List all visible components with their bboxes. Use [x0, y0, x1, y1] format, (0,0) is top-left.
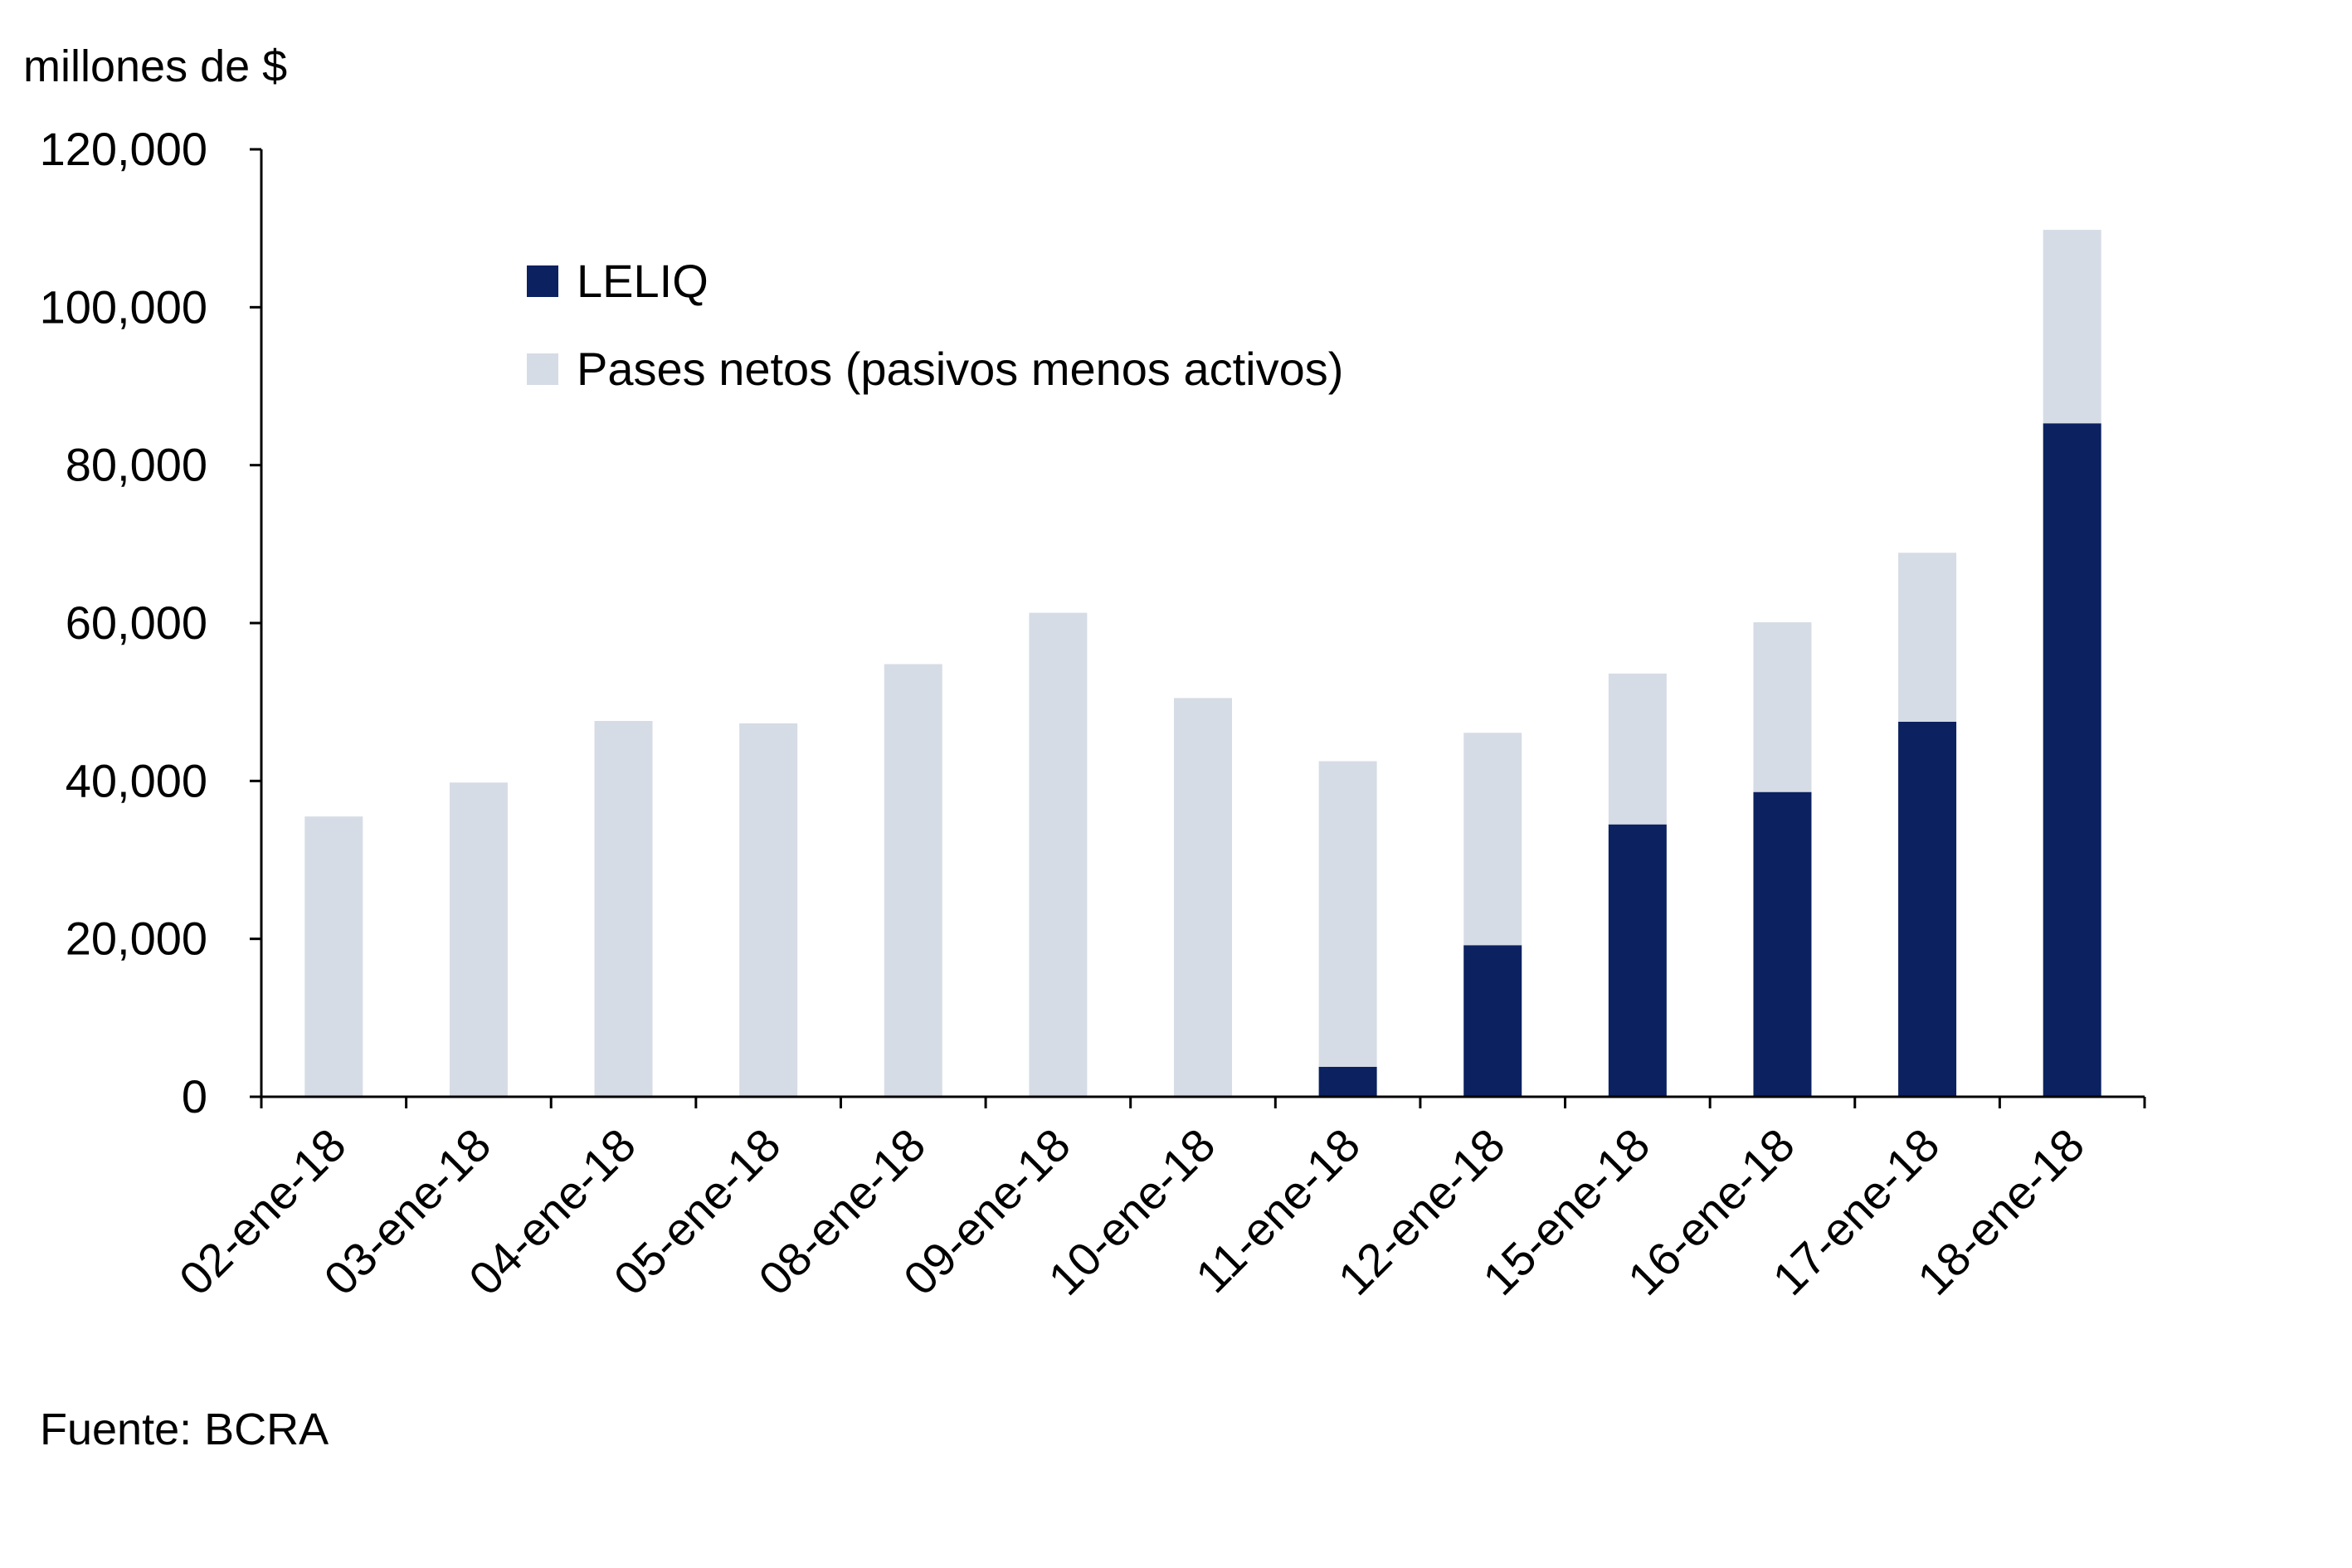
y-tick-label: 20,000	[66, 913, 207, 965]
bar-pases-netos	[1463, 733, 1522, 946]
bar-pases-netos	[1029, 612, 1088, 1097]
bar-pases-netos	[594, 721, 653, 1097]
bar-pases-netos	[1174, 698, 1232, 1097]
y-axis: 0 20,000 40,000 60,000 80,000 100,000 120,000	[40, 123, 261, 1122]
bar-leliq	[1608, 824, 1667, 1097]
legend-swatch-pases-netos	[527, 353, 558, 385]
bar-pases-netos	[739, 723, 798, 1097]
bar-pases-netos	[884, 664, 942, 1097]
bars	[304, 230, 2101, 1097]
y-axis-label: millones de $	[23, 41, 287, 91]
bar-pases-netos	[1318, 761, 1377, 1067]
bar-pases-netos	[304, 816, 363, 1097]
bar-leliq	[1753, 791, 1812, 1097]
bar-pases-netos	[1608, 673, 1667, 825]
bar-leliq	[1318, 1066, 1377, 1097]
bar-leliq	[1463, 945, 1522, 1097]
y-tick-label: 60,000	[66, 597, 207, 649]
legend-label-leliq: LELIQ	[577, 255, 709, 307]
bar-pases-netos	[1753, 622, 1812, 792]
legend-label-pases-netos: Pases netos (pasivos menos activos)	[577, 343, 1343, 395]
bar-pases-netos	[1898, 553, 1957, 722]
y-tick-label: 0	[182, 1070, 207, 1122]
y-tick-label: 120,000	[40, 123, 207, 175]
legend-swatch-leliq	[527, 265, 558, 297]
y-tick-label: 100,000	[40, 280, 207, 333]
source-note: Fuente: BCRA	[40, 1405, 329, 1454]
bar-pases-netos	[2043, 230, 2101, 424]
y-tick-label: 40,000	[66, 754, 207, 806]
x-axis: 02-ene-1803-ene-1804-ene-1805-ene-1808-e…	[169, 1097, 2146, 1305]
y-tick-label: 80,000	[66, 439, 207, 491]
bar-leliq	[1898, 721, 1957, 1097]
bar-leliq	[2043, 423, 2101, 1097]
bar-pases-netos	[449, 782, 508, 1097]
legend: LELIQ Pases netos (pasivos menos activos…	[527, 255, 1343, 395]
